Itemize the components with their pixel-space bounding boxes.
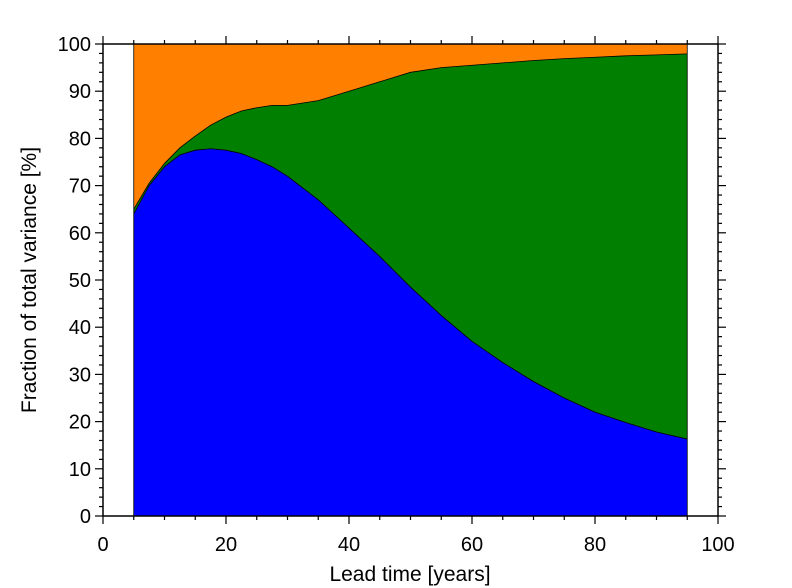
x-axis-label: Lead time [years] — [329, 563, 490, 586]
x-tick-label: 40 — [338, 534, 360, 556]
y-tick-label: 100 — [58, 34, 91, 56]
area-series-group — [133, 44, 688, 516]
y-tick-label: 60 — [69, 223, 91, 245]
area-upper — [133, 44, 688, 210]
y-tick-label: 90 — [69, 81, 91, 103]
x-tick-label: 0 — [97, 534, 108, 556]
y-axis-label: Fraction of total variance [%] — [18, 147, 41, 413]
x-tick-label: 100 — [701, 534, 734, 556]
y-tick-label: 20 — [69, 412, 91, 434]
y-tick-label: 80 — [69, 128, 91, 150]
x-tick-label: 20 — [215, 534, 237, 556]
y-tick-label: 10 — [69, 459, 91, 481]
axis-tick-labels: 0 20 40 60 80 100 0 10 20 30 40 50 60 70 80 90 100 — [58, 34, 735, 556]
area-middle — [133, 53, 688, 440]
y-tick-label: 70 — [69, 176, 91, 198]
y-tick-label: 50 — [69, 270, 91, 292]
x-tick-label: 80 — [584, 534, 606, 556]
y-tick-label: 30 — [69, 364, 91, 386]
y-tick-label: 0 — [80, 506, 91, 528]
area-lower — [133, 148, 688, 516]
series-boundary-line — [133, 53, 688, 210]
y-tick-label: 40 — [69, 317, 91, 339]
axis-ticks — [95, 36, 726, 524]
x-tick-label: 60 — [461, 534, 483, 556]
series-boundary-line — [133, 148, 688, 440]
